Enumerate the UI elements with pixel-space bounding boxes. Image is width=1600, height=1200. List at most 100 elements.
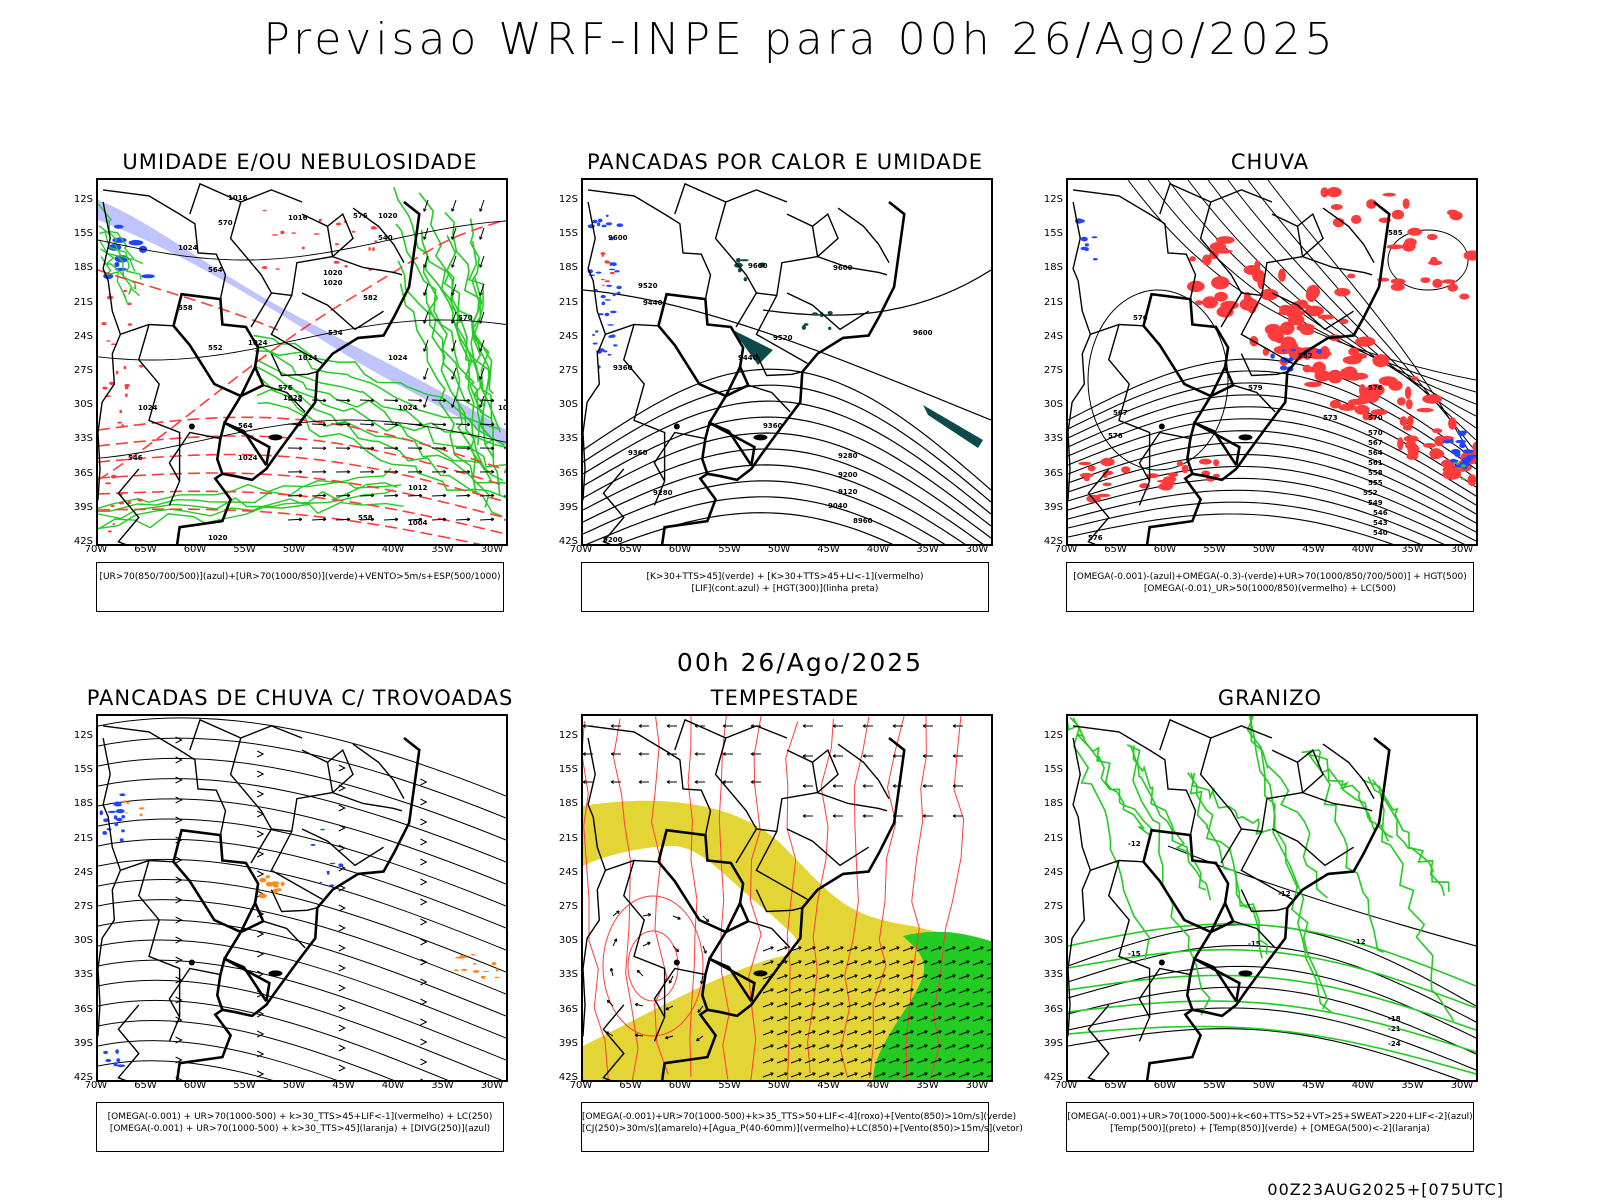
wind-vector-850 [888, 1044, 900, 1050]
temp-850-contour [1069, 716, 1151, 961]
lake [188, 959, 195, 966]
forecast-panel: PANCADAS DE CHUVA C/ TROVOADAS [56, 686, 544, 710]
thunder-shower-area [266, 881, 271, 887]
wind-vector-850 [694, 780, 705, 784]
wind-vector-850 [874, 946, 886, 952]
streamline-250 [98, 778, 506, 863]
wind-vector [359, 446, 375, 451]
wind-vector-850 [776, 1058, 788, 1064]
longitude-tick-label: 50W [1252, 1080, 1276, 1091]
wind-vector-850 [762, 1002, 774, 1008]
border-line [1073, 725, 1197, 836]
wind-vector [479, 422, 495, 427]
wind-vector-850 [610, 780, 621, 784]
border-line [102, 201, 122, 335]
thickness-label-noise [109, 381, 115, 385]
streamline-250 [98, 757, 506, 841]
rain-omega-area [1457, 431, 1467, 437]
divergence-area [320, 828, 325, 831]
longitude-tick-label: 45W [817, 1080, 840, 1091]
low-humidity-contour [471, 277, 501, 496]
border-line [103, 189, 227, 300]
wind-vector-850 [986, 948, 991, 952]
wind-vector-850 [790, 1002, 802, 1008]
streamline-arrow [420, 898, 428, 906]
wind-vector [431, 469, 447, 474]
wind-vector [423, 311, 429, 324]
rain-area [1243, 298, 1253, 303]
contour-label: 543 [1373, 519, 1388, 527]
thunderstorm-layers [98, 717, 506, 1080]
streamline-arrow [420, 1058, 428, 1066]
wind-vector [407, 469, 423, 474]
wind-vector-850 [776, 1002, 788, 1008]
wind-vector [423, 199, 429, 212]
longitude-tick-label: 40W [866, 544, 890, 555]
rain-area [1320, 187, 1329, 198]
storm-layers [583, 716, 991, 1080]
streamline-arrow [256, 790, 265, 798]
thickness-label-noise [118, 501, 124, 505]
contour-label: 546 [128, 454, 143, 462]
divergence-area [116, 1064, 126, 1068]
wind-vector-850 [804, 1030, 816, 1036]
contour-label: 1020 [323, 269, 343, 277]
thunder-shower-area [126, 801, 130, 805]
contour-label: 9200 [838, 471, 858, 479]
lifted-index-contour [595, 271, 602, 274]
wind-vector-850 [790, 974, 802, 980]
rain-area [1079, 472, 1094, 478]
wind-vector-850 [762, 1030, 774, 1036]
wind-vector-850 [818, 960, 830, 966]
rain-area [1351, 353, 1368, 360]
wind-vector-850 [888, 1002, 900, 1008]
instability-area [604, 280, 610, 283]
thickness-contour [98, 219, 506, 481]
wind-vector-850 [722, 724, 733, 728]
rain-area [1386, 244, 1404, 250]
wind-vector-850 [986, 1074, 991, 1078]
map-canvas [583, 716, 991, 1080]
longitude-tick-label: 60W [668, 544, 692, 555]
rain-area [1426, 233, 1438, 241]
rain-area [1423, 443, 1436, 448]
wind-vector [287, 446, 303, 451]
wind-vector [407, 422, 423, 427]
contour-label: 9360 [763, 422, 783, 430]
rain-layers [1068, 180, 1476, 544]
longitude-tick-label: 55W [1203, 1080, 1226, 1091]
low-humidity-contour [255, 365, 504, 482]
upper-humidity-core [141, 274, 155, 279]
border-line [588, 725, 712, 836]
isobar [98, 220, 506, 261]
thickness-label-noise [127, 323, 133, 326]
low-humidity-contour [98, 225, 136, 272]
rain-area [1209, 242, 1227, 252]
rain-area [1187, 280, 1205, 293]
wind-vector-850 [862, 784, 873, 788]
legend-line: [OMEGA(-0.001) + UR>70(1000-500) + k>30_… [107, 1112, 493, 1122]
thickness-label-noise [318, 218, 322, 222]
longitude-tick-label: 30W [1450, 1080, 1474, 1091]
wind-vector-850 [930, 960, 942, 966]
wind-vector-850 [697, 1005, 704, 1013]
streamline-arrow [338, 1024, 346, 1032]
longitude-tick-label: 70W [569, 1080, 593, 1091]
thickness-label-noise [121, 491, 128, 494]
wind-vector [431, 493, 447, 498]
panel-legend: [OMEGA(-0.001)+UR>70(1000-500)+k<60+TTS>… [1066, 1102, 1474, 1152]
rain-area [1411, 376, 1419, 381]
streamline-arrow [256, 1070, 265, 1078]
latitude-tick-label: 21S [1043, 832, 1063, 844]
wind-vector-850 [916, 1030, 928, 1036]
streamline-arrow [175, 936, 183, 944]
temp-850-contour [1068, 923, 1476, 987]
contour-label: -24 [1388, 1040, 1401, 1048]
rain-area [1402, 198, 1410, 209]
contour-label: 1024 [388, 354, 408, 362]
wind-vector-850 [818, 974, 830, 980]
wind-vector-850 [832, 946, 844, 952]
wind-vector-850 [804, 946, 816, 952]
longitude-tick-label: 30W [480, 544, 504, 555]
rain-area [1317, 314, 1335, 320]
